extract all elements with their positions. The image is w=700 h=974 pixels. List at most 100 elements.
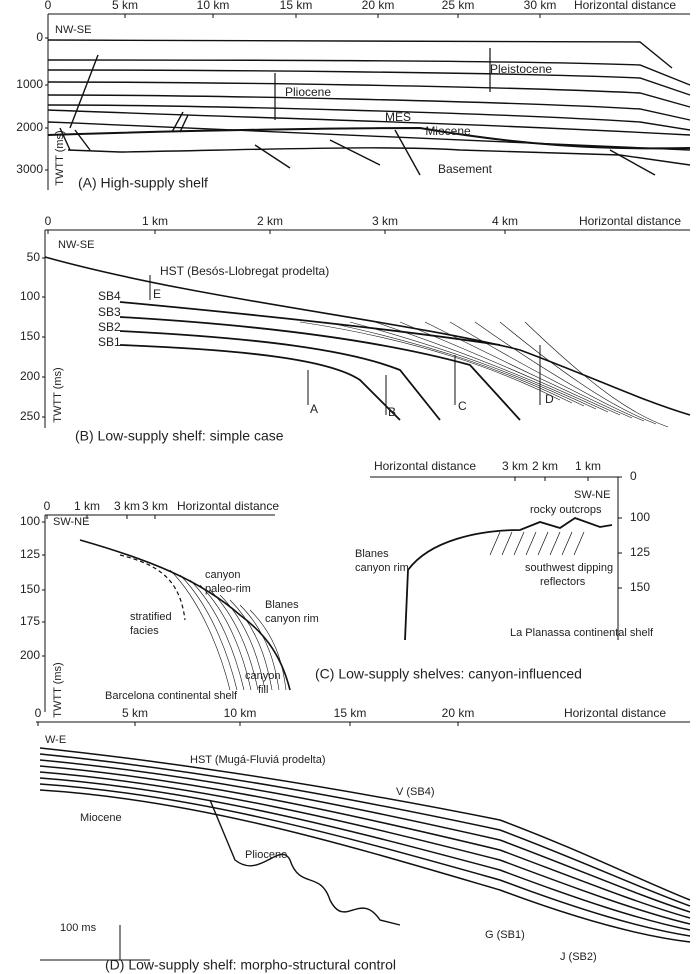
caption: (D) Low-supply shelf: morpho-structural …: [105, 957, 396, 973]
unit-label: Pliocene: [285, 85, 331, 99]
y-tick-label: 2000: [16, 120, 43, 134]
profile-label: SW-NE: [574, 489, 610, 501]
unit-label: Miocene: [425, 124, 471, 138]
x-tick-label: 30 km: [524, 0, 557, 12]
x-axis-label: Horizontal distance: [579, 214, 681, 228]
unit-label: HST (Besós-Llobregat prodelta): [160, 264, 329, 278]
x-tick-label: 10 km: [224, 706, 257, 720]
profile-label: W-E: [45, 734, 66, 746]
x-tick-label: 2 km: [532, 459, 558, 473]
unit-label: SB4: [98, 289, 121, 303]
reflector: [475, 322, 644, 421]
caption: (A) High-supply shelf: [78, 175, 208, 191]
x-tick-label: 25 km: [442, 0, 475, 12]
horizon: [40, 784, 690, 936]
unit-label: SB1: [98, 335, 121, 349]
unit-label: J (SB2): [560, 951, 597, 963]
unit-label: MES: [385, 110, 411, 124]
y-tick-label: 150: [20, 329, 40, 343]
y-tick-label: 100: [20, 289, 40, 303]
x-tick-label: 20 km: [362, 0, 395, 12]
reflector: [538, 532, 548, 555]
unit-label: B: [388, 405, 396, 419]
profile-label: NW-SE: [55, 24, 91, 36]
y-tick-label: 50: [27, 250, 41, 264]
reflector: [450, 322, 632, 418]
horizon: [48, 82, 690, 107]
x-tick-label: 1 km: [142, 214, 168, 228]
x-tick-label: 0: [44, 499, 51, 513]
horizon: [45, 257, 690, 415]
x-tick-label: 5 km: [112, 0, 138, 12]
x-tick-label: 10 km: [197, 0, 230, 12]
y-tick-label: 125: [20, 547, 40, 561]
horizon: [70, 55, 655, 175]
x-tick-label: 0: [35, 706, 42, 720]
y-tick-label: 0: [630, 469, 637, 483]
y-tick-label: 250: [20, 409, 40, 423]
unit-label: C: [458, 399, 467, 413]
unit-label: Blanes: [355, 548, 389, 560]
figure: 0 5 km 10 km 15 km 20 km 25 km 30 km Horizontal…: [0, 0, 700, 974]
reflector: [514, 532, 524, 555]
reflector: [525, 322, 668, 427]
x-tick-label: 3 km: [372, 214, 398, 228]
x-tick-label: 15 km: [334, 706, 367, 720]
profile-label: SW-NE: [53, 516, 89, 528]
horizon: [80, 540, 290, 690]
reflector: [502, 532, 512, 555]
unit-label: SB2: [98, 320, 121, 334]
x-tick-label: 3 km: [142, 499, 168, 513]
y-tick-label: 175: [20, 614, 40, 628]
unit-label: facies: [130, 625, 159, 637]
x-tick-label: 1 km: [575, 459, 601, 473]
unit-label: HST (Mugá-Fluviá prodelta): [190, 754, 326, 766]
reflector: [550, 532, 560, 555]
x-tick-label: 3 km: [114, 499, 140, 513]
y-tick-label: 200: [20, 369, 40, 383]
reflector: [574, 532, 584, 555]
horizon: [48, 95, 690, 120]
unit-label: reflectors: [540, 576, 586, 588]
y-tick-label: 100: [20, 514, 40, 528]
unit-label: V (SB4): [396, 786, 435, 798]
unit-label: paleo-rim: [205, 583, 251, 595]
unit-label: canyon: [205, 569, 240, 581]
unit-label: canyon rim: [265, 613, 319, 625]
x-tick-label: 15 km: [280, 0, 313, 12]
x-tick-label: 20 km: [442, 706, 475, 720]
unit-label: SB3: [98, 305, 121, 319]
unit-label: E: [153, 287, 161, 301]
unit-label: Miocene: [80, 812, 122, 824]
caption: (B) Low-supply shelf: simple case: [75, 428, 284, 444]
unit-label: Basement: [438, 162, 493, 176]
y-tick-label: 100: [630, 510, 650, 524]
y-tick-label: 3000: [16, 162, 43, 176]
unit-label: Pleistocene: [490, 62, 552, 76]
unit-label: Pliocene: [245, 849, 287, 861]
y-tick-label: 200: [20, 648, 40, 662]
caption: (C) Low-supply shelves: canyon-influence…: [315, 666, 582, 682]
y-tick-label: 125: [630, 545, 650, 559]
unit-label: A: [310, 402, 318, 416]
unit-label: canyon rim: [355, 562, 409, 574]
unit-label: D: [545, 392, 554, 406]
y-tick-label: 150: [20, 582, 40, 596]
unit-label: canyon: [245, 670, 280, 682]
y-axis-label: TWTT (ms): [52, 367, 64, 422]
x-tick-label: 2 km: [257, 214, 283, 228]
unit-label: stratified: [130, 611, 172, 623]
y-tick-label: 150: [630, 580, 650, 594]
horizon: [48, 122, 690, 150]
unit-label: southwest dipping: [525, 562, 613, 574]
y-axis-label: TWTT (ms): [52, 662, 64, 717]
profile-label: NW-SE: [58, 239, 94, 251]
x-axis-label: Horizontal distance: [374, 459, 476, 473]
x-tick-label: 4 km: [492, 214, 518, 228]
x-tick-label: 0: [45, 214, 52, 228]
x-tick-label: 0: [45, 0, 52, 12]
y-tick-label: 1000: [16, 77, 43, 91]
x-axis-label: Horizontal distance: [564, 706, 666, 720]
x-axis-label: Horizontal distance: [574, 0, 676, 12]
x-axis-label: Horizontal distance: [177, 499, 279, 513]
